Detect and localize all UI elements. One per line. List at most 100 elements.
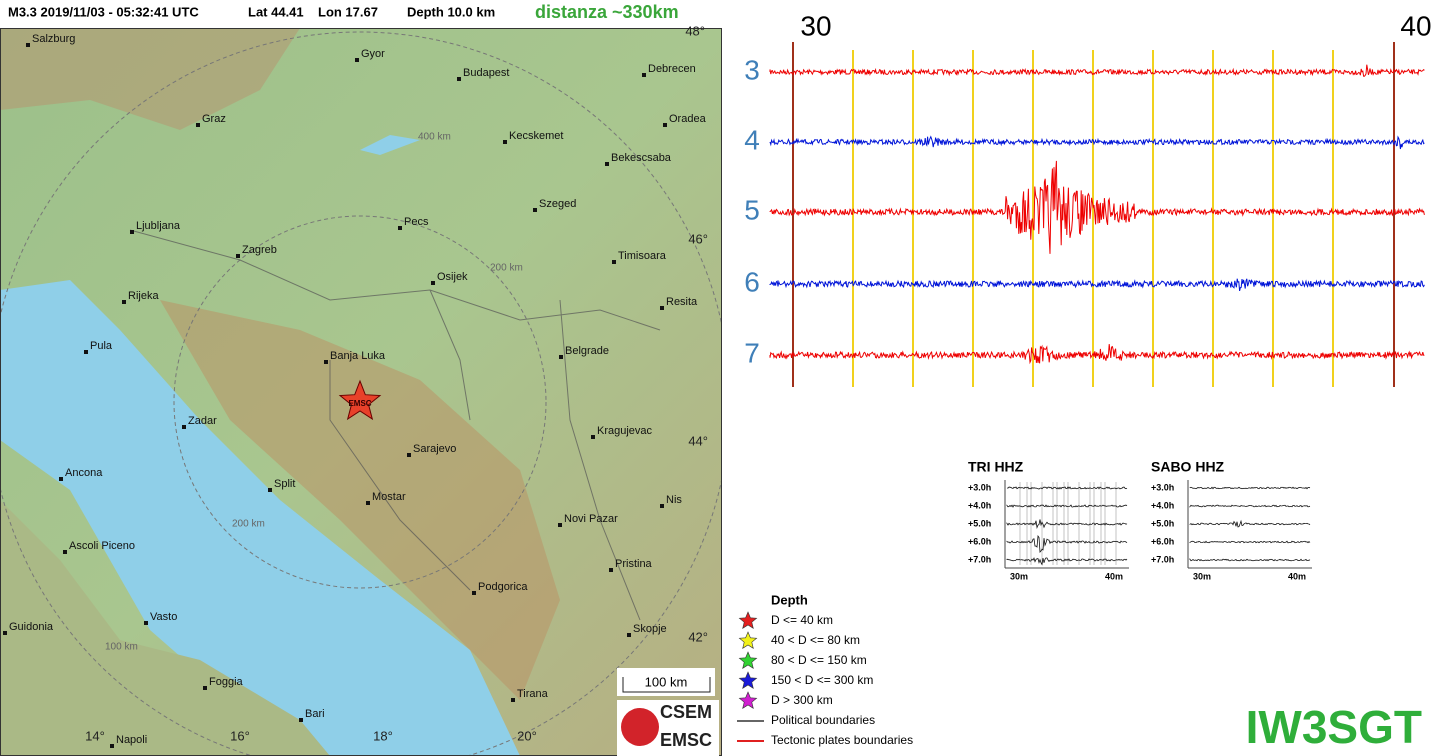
city-dot [26,43,30,47]
logo-globe [621,708,659,746]
city-dot [663,123,667,127]
city-dot [511,698,515,702]
city-label: Kecskemet [509,130,563,142]
italy [0,500,330,756]
city-dot [236,254,240,258]
city-label: Skopje [633,623,667,635]
city-label: Bari [305,708,325,720]
city-dot [591,435,595,439]
ring-label: 200 km [490,263,523,274]
hour-label: 4 [744,124,760,155]
hour-label: 6 [744,266,760,297]
thumb-row-label: +3.0h [1151,482,1174,492]
city-dot [609,568,613,572]
lat-info: Lat 44.41 [248,4,304,19]
city-dot [63,550,67,554]
city-label: Oradea [669,113,707,125]
lat-label: 48° [685,23,705,38]
hour-label: 5 [744,194,760,225]
city-dot [431,281,435,285]
city-label: Gyor [361,48,385,60]
lon-label: 16° [230,728,250,743]
city-dot [196,123,200,127]
thumb-row-label: +5.0h [968,518,991,528]
city-label: Novi Pazar [564,513,618,525]
minute-label: 40 [1400,10,1431,41]
waveform [1006,519,1128,529]
thumbnails: TRI HHZ +3.0h +4.0h +5.0h +6.0h +7.0h 30m 40m SA… [968,459,1312,581]
city-dot [144,621,148,625]
city-label: Guidonia [9,621,54,633]
thumb-row-label: +6.0h [968,536,991,546]
epicenter-star [338,379,382,421]
waveform [769,64,1425,77]
city-dot [503,140,507,144]
legend: Depth D <= 40 km 40 < D <= 80 km 80 < D <= … [737,592,913,747]
city-label: Debrecen [648,63,696,75]
thumb-row-label: +3.0h [968,482,991,492]
thumb-row-label: +4.0h [1151,500,1174,510]
city-dot [627,633,631,637]
waveform [1189,519,1311,528]
thumb-x-label: 40m [1105,571,1123,581]
lat-label: 44° [688,433,708,448]
waveform [1006,486,1128,490]
waveform [1006,557,1128,566]
ring-label: 100 km [105,642,138,653]
waveform [769,135,1425,150]
legend-label: Tectonic plates boundaries [771,733,913,747]
ring-label: 400 km [418,132,451,143]
city-label: Belgrade [565,345,609,357]
scale-bar [622,677,711,693]
city-label: Graz [202,113,226,125]
city-label: Zadar [188,415,217,427]
city-label: Pristina [615,558,653,570]
thumb-x-label: 30m [1193,571,1211,581]
city-dot [122,300,126,304]
lat-label: 42° [688,629,708,644]
legend-label: 150 < D <= 300 km [771,673,873,687]
lake [360,135,420,155]
thumb-row-label: +6.0h [1151,536,1174,546]
logo-text: EMSC [660,730,712,750]
city-label: Zagreb [242,244,277,256]
legend-star [738,651,758,669]
thumb-row-label: +5.0h [1151,518,1174,528]
hour-label: 3 [744,54,760,85]
city-label: Osijek [437,271,468,283]
city-dot [612,260,616,264]
alps [0,28,300,130]
city-label: Szeged [539,198,576,210]
waveform [769,160,1425,254]
waveform [769,344,1425,365]
city-label: Timisoara [618,250,667,262]
legend-star [738,691,758,709]
city-label: Pula [90,340,113,352]
city-label: Vasto [150,611,177,623]
legend-label: D <= 40 km [771,613,833,627]
city-layer: Salzburg Gyor Budapest Debrecen Graz Oradea Ke… [3,33,707,748]
city-dot [203,686,207,690]
city-label: Ljubljana [136,220,181,232]
distance-info: distanza ~330km [535,2,679,22]
waveform [1006,504,1128,508]
waveform [1189,486,1311,490]
city-dot [559,355,563,359]
seismogram: 30 40 3 4 5 6 7 [744,10,1432,387]
city-dot [299,718,303,722]
adriatic-sea [0,280,520,756]
city-label: Napoli [116,734,147,746]
legend-label: 40 < D <= 80 km [771,633,860,647]
city-dot [3,631,7,635]
city-dot [642,73,646,77]
city-dot [398,226,402,230]
epicenter-label: EMSC [348,399,371,408]
thumb-row-label: +4.0h [968,500,991,510]
hour-label: 7 [744,337,760,368]
city-dot [355,58,359,62]
legend-label: D > 300 km [771,693,833,707]
city-dot [59,477,63,481]
thumb-row-label: +7.0h [968,554,991,564]
distance-ring [173,215,547,589]
